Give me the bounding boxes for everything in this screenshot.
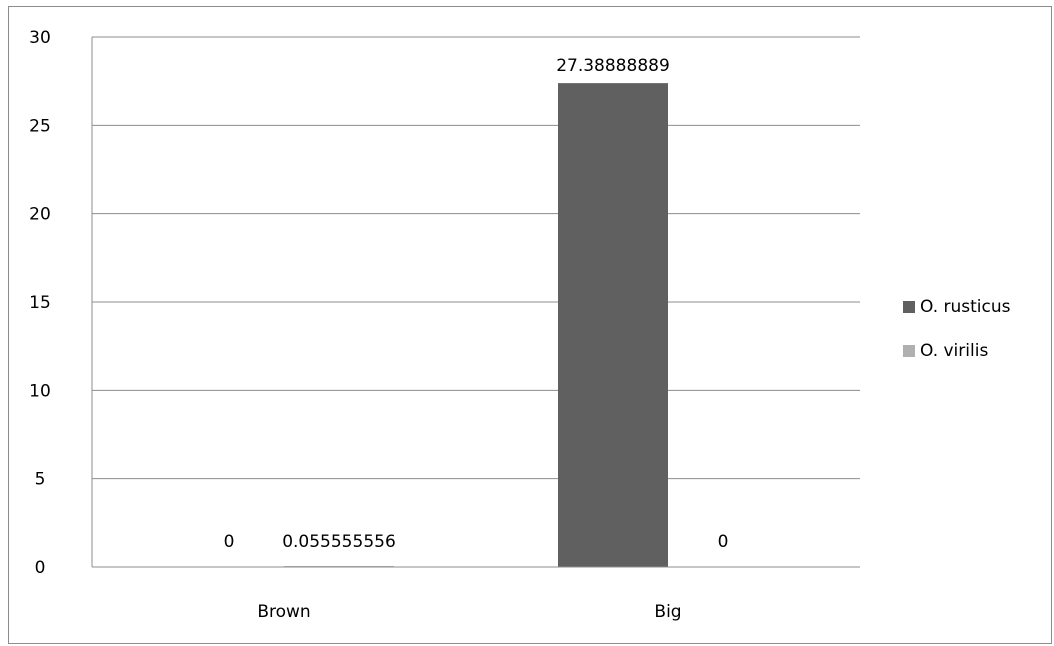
legend: O. rusticus O. virilis	[903, 297, 1011, 361]
gridlines	[92, 36, 860, 568]
bar-big-series-0	[558, 83, 668, 567]
y-tick-label: 5	[35, 470, 46, 490]
legend-label-1: O. virilis	[920, 341, 988, 361]
x-axis: Brown Big	[92, 566, 860, 622]
x-category-label: Big	[654, 602, 681, 622]
bars	[284, 83, 668, 567]
data-label: 0	[224, 532, 235, 552]
y-tick-label: 20	[29, 205, 51, 225]
y-axis: 0 5 10 15 20 25 30	[29, 28, 93, 578]
y-tick-label: 10	[29, 381, 51, 401]
x-category-label: Brown	[257, 602, 310, 622]
data-label: 27.38888889	[556, 56, 670, 76]
data-label: 0	[718, 532, 729, 552]
legend-swatch-1	[903, 345, 915, 357]
y-tick-label: 30	[29, 28, 51, 48]
chart-frame	[8, 6, 1052, 644]
legend-label-0: O. rusticus	[920, 297, 1011, 317]
y-tick-label: 15	[29, 293, 51, 313]
y-tick-label: 0	[35, 558, 46, 578]
legend-swatch-0	[903, 301, 915, 313]
data-labels: 0 0.055555556 27.38888889 0	[224, 56, 729, 552]
data-label: 0.055555556	[282, 532, 396, 552]
y-tick-label: 25	[29, 116, 51, 136]
